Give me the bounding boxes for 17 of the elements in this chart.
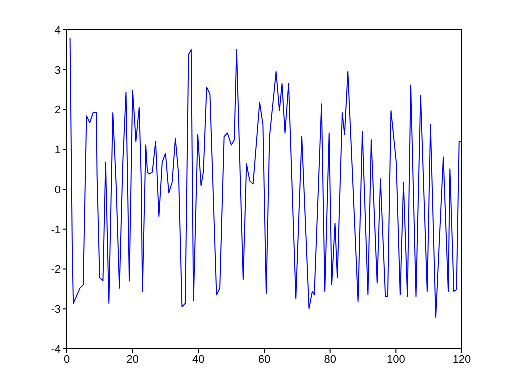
x-tick-label: 0 bbox=[64, 354, 70, 366]
y-tick-label: -4 bbox=[51, 344, 61, 356]
y-tick-label: 2 bbox=[54, 104, 61, 117]
y-tick-label: -1 bbox=[51, 224, 61, 236]
x-tick-label: 60 bbox=[258, 354, 271, 366]
y-tick-label: 1 bbox=[54, 144, 61, 157]
x-tick-label: 120 bbox=[452, 354, 472, 366]
x-tick-label: 100 bbox=[386, 354, 406, 366]
x-tick-label: 40 bbox=[192, 354, 205, 366]
x-tick-label: 20 bbox=[126, 354, 139, 366]
x-tick-label: 80 bbox=[324, 354, 336, 366]
y-tick-label: -3 bbox=[51, 304, 61, 316]
y-tick-label: 0 bbox=[54, 184, 61, 196]
y-tick-label: -2 bbox=[51, 264, 61, 276]
y-tick-label: 4 bbox=[54, 24, 61, 37]
line-series bbox=[70, 37, 462, 318]
y-tick-label: 3 bbox=[54, 64, 61, 77]
